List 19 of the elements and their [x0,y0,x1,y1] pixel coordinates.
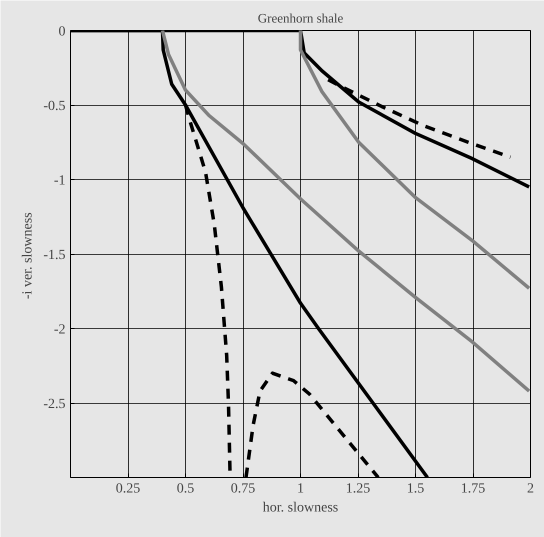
y-tick-label: -0.5 [43,99,66,114]
line-series [160,30,530,393]
x-tick-label: 1.25 [346,482,370,496]
x-tick-label: 1.75 [460,482,486,496]
x-tick-label: 2 [527,482,534,496]
x-tick-label: 0.75 [230,482,256,496]
y-tick-label: -2.5 [43,397,66,412]
y-tick-label: -1 [54,174,66,188]
x-tick-label: 0.5 [176,482,194,496]
y-tick-label: 0 [58,24,66,40]
x-tick-label: 0.25 [116,482,140,496]
y-axis-title: -i ver. slowness [20,212,36,300]
x-tick-label: 1 [297,482,304,496]
chart-title: Greenhorn shale [258,10,344,26]
y-tick-label: -2 [54,322,66,338]
line-series [298,30,530,290]
y-tick-label: -1.5 [43,248,66,263]
x-tick-label: 1.5 [406,482,424,496]
x-axis-title: hor. slowness [262,500,338,516]
